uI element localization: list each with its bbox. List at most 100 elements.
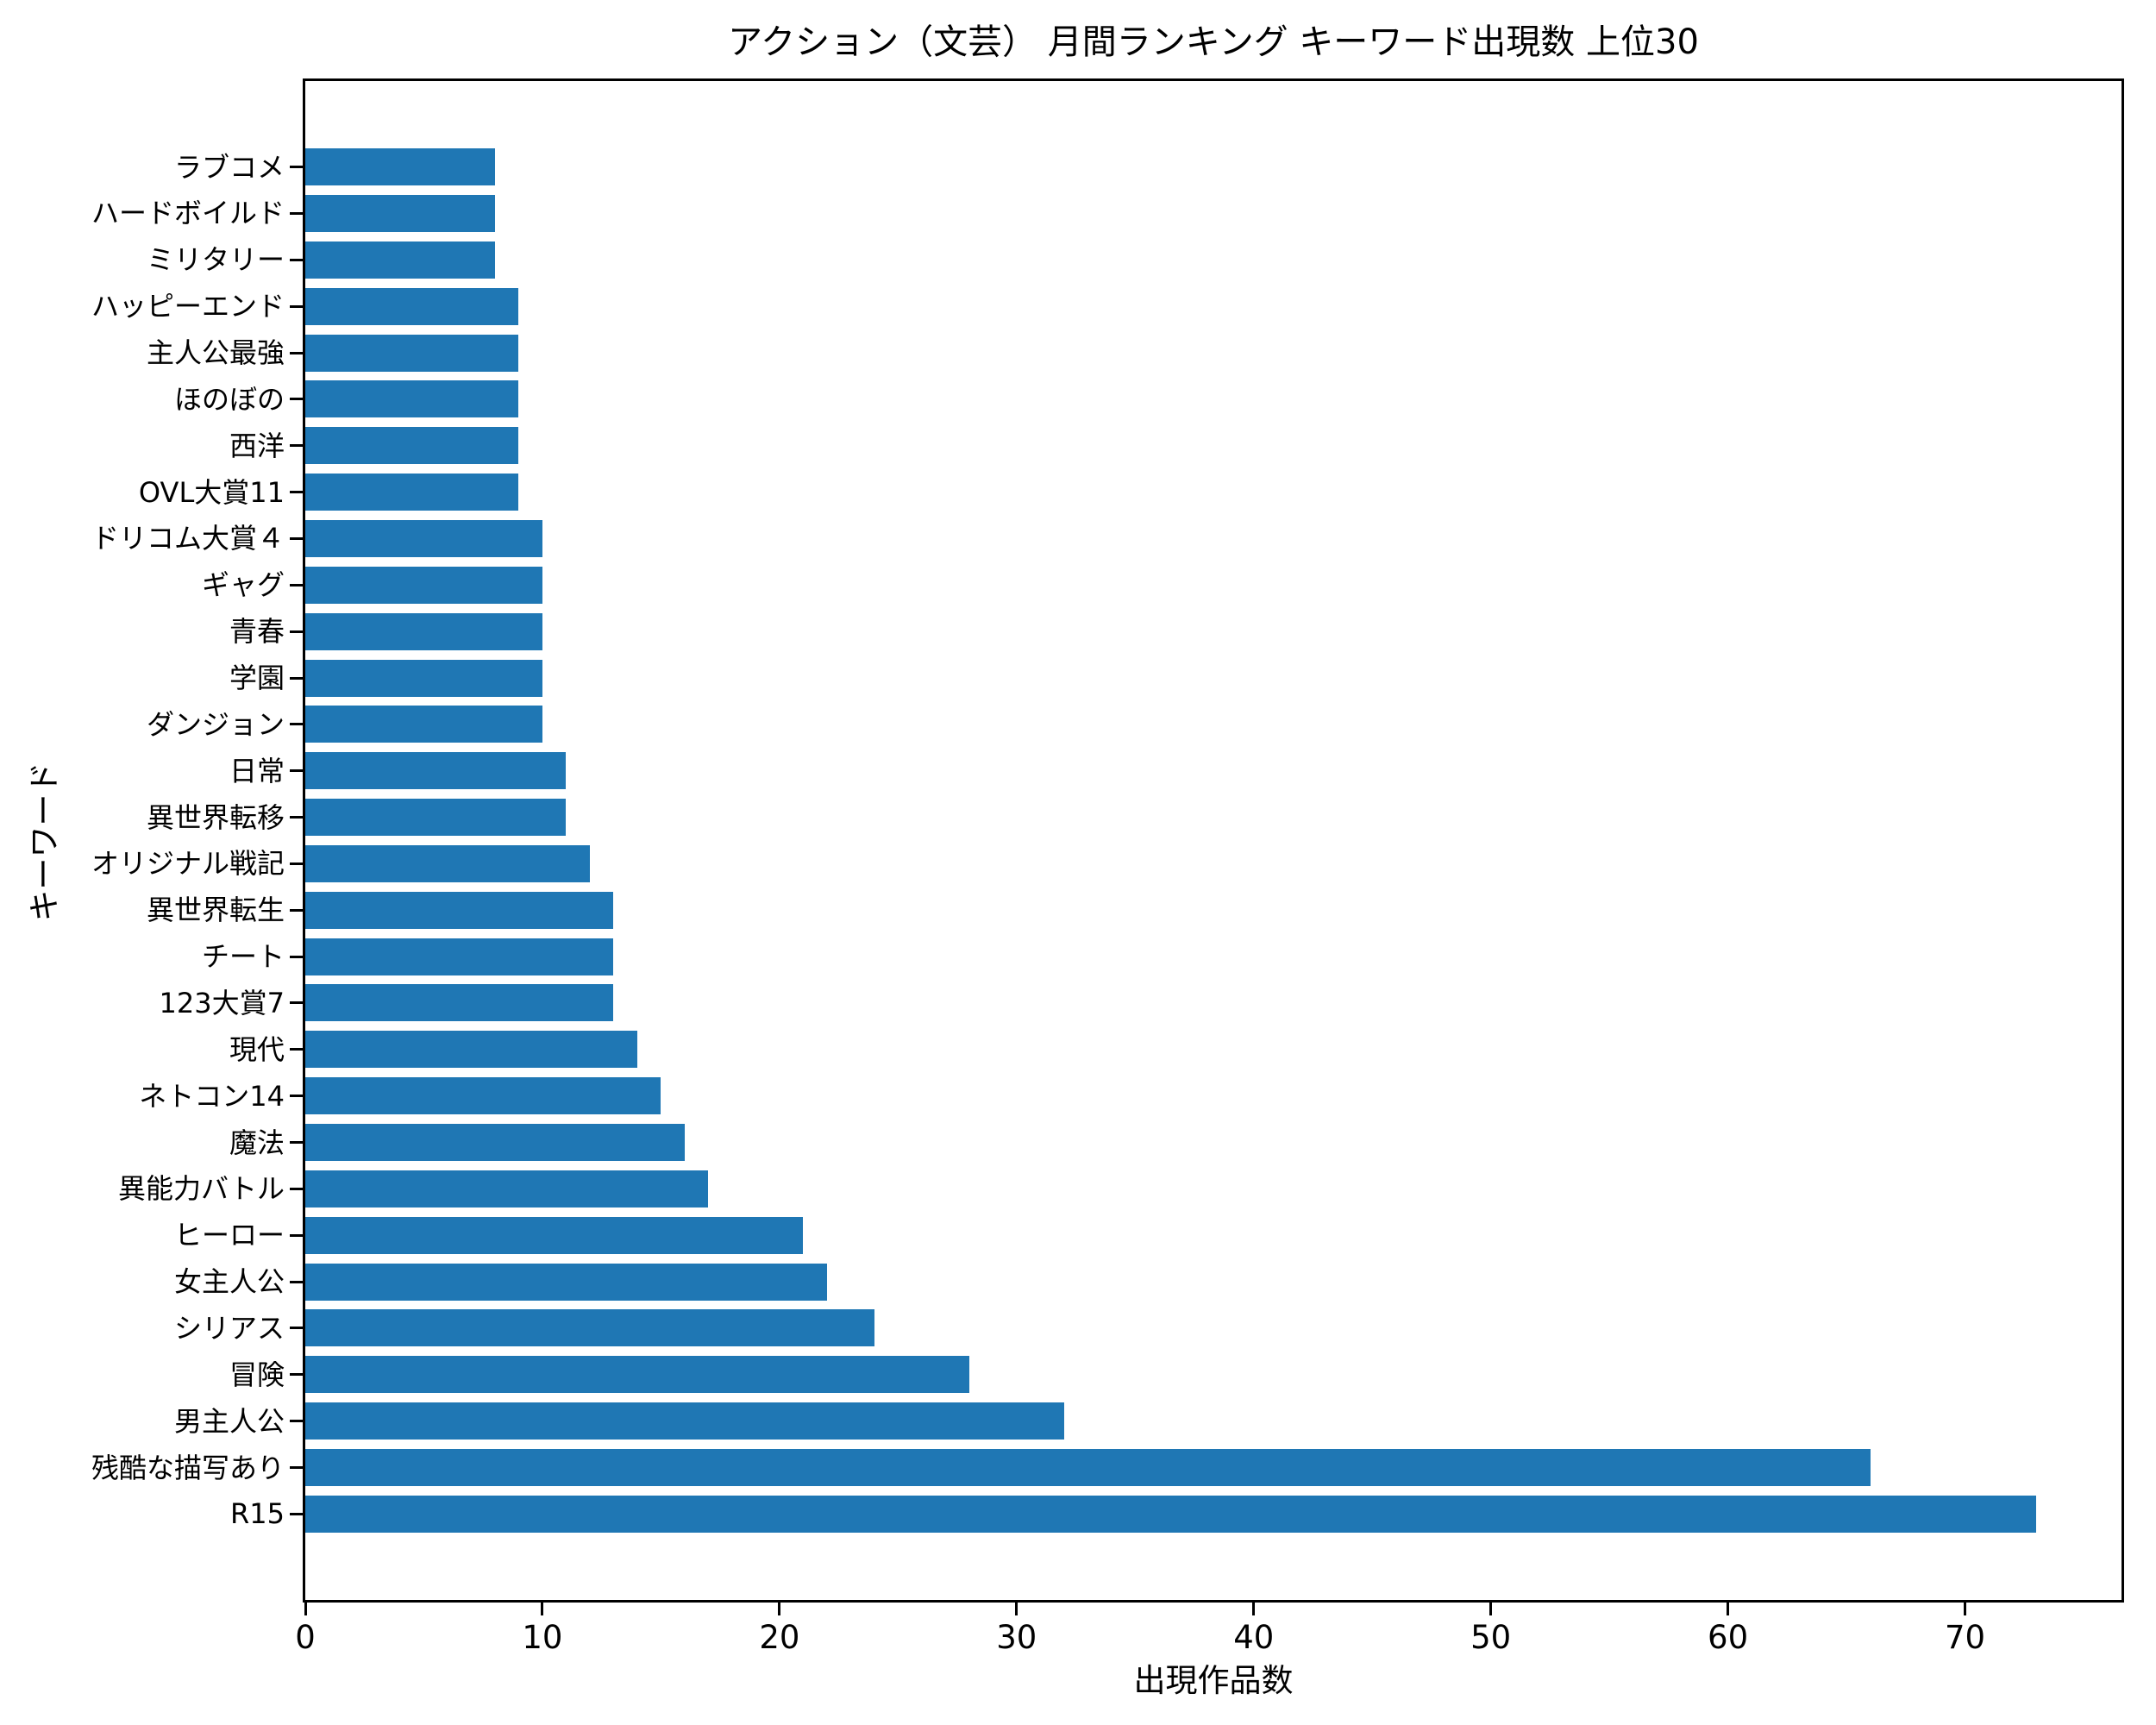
bar: [305, 427, 519, 465]
bar: [305, 1077, 661, 1115]
y-tick-label: R15: [230, 1497, 285, 1531]
y-tick-label: OVL大賞11: [138, 475, 285, 509]
y-tick-mark: [290, 723, 303, 726]
plot-area: [290, 78, 2124, 1615]
y-tick-label: オリジナル戦記: [91, 847, 285, 881]
y-tick-mark: [290, 351, 303, 354]
y-tick-label: 異世界転移: [146, 800, 285, 834]
y-tick-mark: [290, 1233, 303, 1237]
bar: [305, 1031, 637, 1069]
bar: [305, 1449, 1871, 1487]
chart-title: アクション（文芸） 月間ランキング キーワード出現数 上位30: [728, 22, 1699, 62]
y-tick-mark: [290, 536, 303, 540]
y-tick-label: 学園: [229, 662, 285, 694]
y-tick-label: ダンジョン: [146, 707, 285, 741]
y-tick-mark: [290, 1048, 303, 1051]
bar: [305, 1170, 709, 1208]
bar: [305, 1124, 685, 1162]
y-tick-label: 魔法: [229, 1126, 285, 1159]
x-tick-label: 0: [295, 1619, 316, 1656]
y-tick-mark: [290, 398, 303, 401]
y-tick-label: ほのぼの: [173, 382, 285, 416]
x-tick-mark: [1727, 1603, 1730, 1615]
x-tick-label: 30: [996, 1619, 1037, 1656]
y-tick-label: ヒーロー: [173, 1219, 285, 1252]
y-tick-mark: [290, 1512, 303, 1515]
bar: [305, 938, 614, 975]
y-tick-mark: [290, 1420, 303, 1423]
y-tick-label: 現代: [229, 1032, 285, 1066]
y-tick-label: 異世界転生: [146, 894, 285, 927]
y-tick-mark: [290, 211, 303, 215]
bar: [305, 474, 519, 511]
y-tick-mark: [290, 769, 303, 773]
bar: [305, 799, 567, 837]
y-tick-mark: [290, 1280, 303, 1283]
y-tick-mark: [290, 166, 303, 169]
bar: [305, 706, 542, 743]
bar: [305, 148, 495, 186]
x-tick-label: 40: [1233, 1619, 1275, 1656]
bar: [305, 194, 495, 232]
bar: [305, 1216, 804, 1254]
y-tick-label: ネトコン14: [139, 1079, 285, 1113]
y-tick-mark: [290, 1466, 303, 1470]
bar: [305, 1309, 874, 1347]
bar: [305, 519, 542, 557]
x-tick-mark: [1252, 1603, 1256, 1615]
y-tick-mark: [290, 1095, 303, 1098]
y-tick-mark: [290, 1373, 303, 1377]
y-tick-mark: [290, 258, 303, 261]
y-tick-label: 西洋: [229, 429, 285, 462]
y-tick-label: ミリタリー: [146, 243, 285, 277]
y-tick-mark: [290, 444, 303, 448]
y-tick-label: 日常: [229, 754, 285, 787]
x-tick-mark: [1015, 1603, 1018, 1615]
y-tick-label: ギャグ: [201, 568, 285, 602]
y-tick-mark: [290, 583, 303, 586]
y-tick-label: ハードボイルド: [91, 197, 285, 230]
y-tick-label: 青春: [229, 615, 285, 649]
bar: [305, 659, 542, 697]
bar: [305, 380, 519, 418]
x-tick-label: 20: [759, 1619, 800, 1656]
bar: [305, 1263, 827, 1301]
x-tick-label: 50: [1470, 1619, 1512, 1656]
bar: [305, 1495, 2037, 1533]
bar: [305, 612, 542, 650]
y-tick-mark: [290, 304, 303, 308]
y-tick-mark: [290, 1001, 303, 1005]
y-tick-mark: [290, 1141, 303, 1145]
y-tick-mark: [290, 862, 303, 865]
bar: [305, 1402, 1064, 1440]
y-tick-mark: [290, 1327, 303, 1330]
y-tick-label: 異能力バトル: [118, 1172, 285, 1206]
y-axis-title: キーワード: [26, 762, 63, 922]
x-tick-label: 60: [1708, 1619, 1749, 1656]
y-tick-label: 女主人公: [173, 1265, 285, 1299]
y-tick-mark: [290, 1187, 303, 1190]
bar: [305, 241, 495, 279]
x-axis-title: 出現作品数: [1133, 1662, 1294, 1699]
x-tick-mark: [541, 1603, 544, 1615]
y-tick-label: ハッピーエンド: [91, 290, 285, 323]
y-tick-mark: [290, 630, 303, 633]
y-tick-label: 冒険: [229, 1358, 285, 1391]
y-tick-label: 男主人公: [173, 1404, 285, 1438]
y-tick-label: ラブコメ: [173, 150, 285, 184]
bar: [305, 891, 614, 929]
x-tick-mark: [304, 1603, 307, 1615]
x-tick-mark: [778, 1603, 781, 1615]
y-tick-label: 残酷な描写あり: [91, 1451, 285, 1484]
bar: [305, 334, 519, 372]
x-tick-label: 70: [1944, 1619, 1986, 1656]
y-tick-mark: [290, 908, 303, 912]
bar: [305, 752, 567, 790]
x-tick-mark: [1964, 1603, 1967, 1615]
x-tick-mark: [1489, 1603, 1493, 1615]
y-tick-mark: [290, 816, 303, 819]
bar: [305, 566, 542, 604]
y-tick-label: 主人公最強: [146, 336, 285, 370]
bar: [305, 984, 614, 1022]
